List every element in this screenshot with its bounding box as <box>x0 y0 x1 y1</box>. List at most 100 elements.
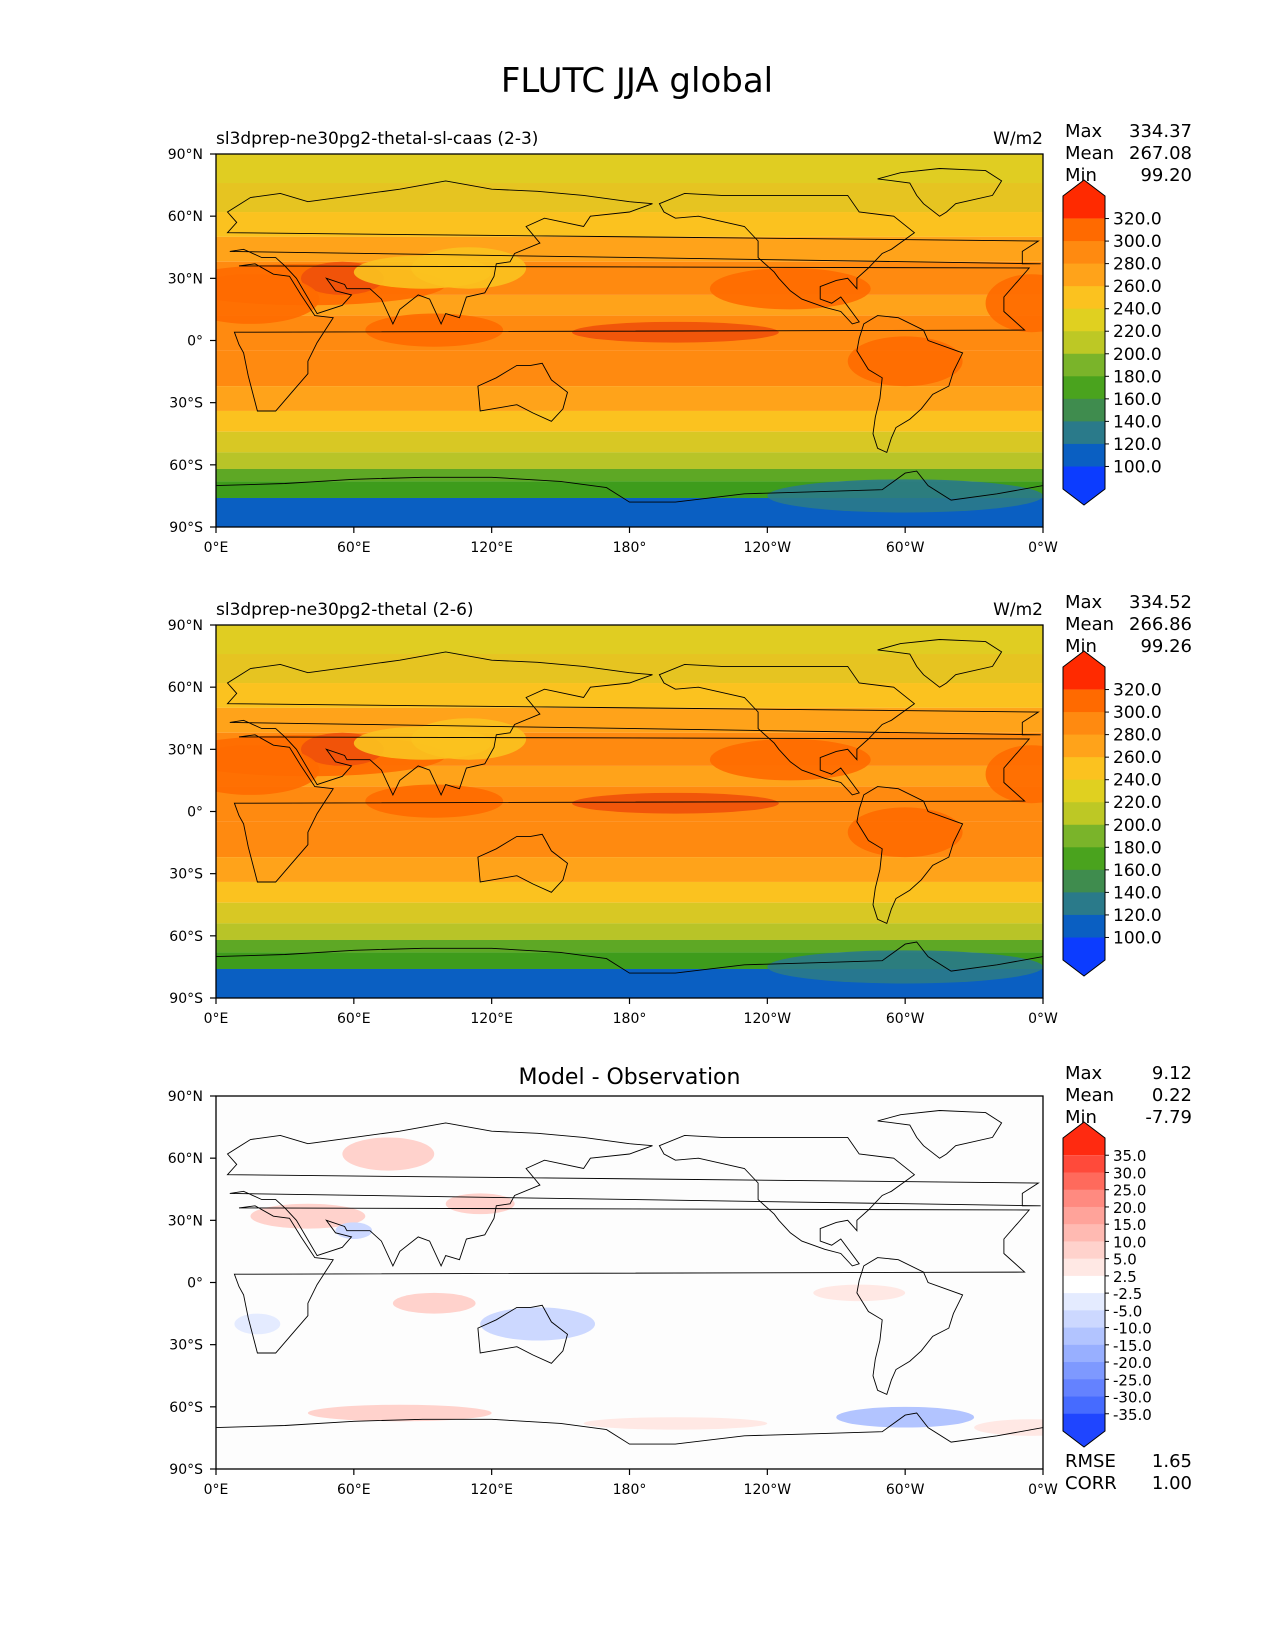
stat-label-mean: Mean <box>1065 1085 1114 1106</box>
colorbar-swatch <box>1063 1172 1105 1191</box>
colorbar-outline <box>1062 179 1106 506</box>
stat-value-rmse: 1.65 <box>1152 1451 1192 1472</box>
coastline <box>658 192 916 325</box>
colorbar: 35.030.025.020.015.010.05.02.5-2.5-5.0-1… <box>1062 1121 1152 1448</box>
colorbar-label: 200.0 <box>1113 345 1162 365</box>
lon-tick-label: 0°E <box>204 540 229 556</box>
colorbar-label: -2.5 <box>1113 1285 1142 1303</box>
lon-tick-label: 0°W <box>1028 1011 1058 1027</box>
colorbar-label: 280.0 <box>1113 255 1162 275</box>
colorbar-label: -25.0 <box>1113 1371 1152 1389</box>
panel-units: W/m2 <box>993 129 1043 149</box>
field-blob <box>411 247 527 289</box>
panel-title: sl3dprep-ne30pg2-thetal-sl-caas (2-3) <box>216 129 538 149</box>
colorbar-label: -30.0 <box>1113 1389 1152 1407</box>
colorbar-label: 280.0 <box>1113 726 1162 746</box>
field-band <box>216 902 1043 924</box>
colorbar-swatch <box>1063 1413 1105 1447</box>
map-panel: 90°N 60°N 30°N 0° 30°S 60°S 90°S0°E 60°E 120°E 18… <box>168 121 1192 556</box>
colorbar-label: 100.0 <box>1113 457 1162 477</box>
field-blob <box>985 745 1043 804</box>
field-blob <box>974 1419 1043 1436</box>
colorbar-label: 120.0 <box>1113 906 1162 926</box>
lat-tick-label: 60°N <box>168 1151 203 1167</box>
map-field <box>216 625 1043 998</box>
field-blob <box>767 479 1043 513</box>
field-blob <box>836 1406 975 1428</box>
colorbar-label: 240.0 <box>1113 771 1162 791</box>
lat-tick-label: 90°N <box>168 1089 203 1105</box>
field-blob <box>572 321 779 343</box>
colorbar-label: 160.0 <box>1113 861 1162 881</box>
field-band <box>216 410 1043 432</box>
colorbar-label: 260.0 <box>1113 748 1162 768</box>
stat-label-max: Max <box>1065 121 1103 142</box>
lat-tick-label: 30°S <box>169 867 203 883</box>
colorbar-swatch <box>1063 308 1105 332</box>
stat-value-max: 9.12 <box>1152 1063 1192 1084</box>
field-blob <box>709 267 871 310</box>
colorbar-label: 160.0 <box>1113 390 1162 410</box>
map-panel: 90°N 60°N 30°N 0° 30°S 60°S 90°S0°E 60°E 120°E 18… <box>168 592 1192 1027</box>
stat-value-min: 99.26 <box>1140 636 1192 657</box>
field-band <box>216 707 1043 733</box>
colorbar-swatch <box>1063 218 1105 242</box>
coastline <box>226 180 1041 325</box>
lon-tick-label: 60°E <box>337 1482 371 1498</box>
lat-tick-label: 60°N <box>168 209 203 225</box>
field-blob <box>709 738 871 781</box>
map-panel: 90°N 60°N 30°N 0° 30°S 60°S 90°S0°E 60°E 120°E 18… <box>168 1063 1192 1498</box>
colorbar-swatch <box>1063 869 1105 893</box>
stat-label-max: Max <box>1065 1063 1103 1084</box>
coastline <box>477 1304 569 1364</box>
lat-tick-label: 30°N <box>168 1213 203 1229</box>
panel-title: sl3dprep-ne30pg2-thetal (2-6) <box>216 600 474 620</box>
lat-tick-label: 60°S <box>169 929 203 945</box>
lat-tick-label: 30°N <box>168 742 203 758</box>
stat-value-mean: 266.86 <box>1129 614 1192 635</box>
colorbar-label: 10.0 <box>1113 1233 1146 1251</box>
colorbar-swatch <box>1063 847 1105 871</box>
field-blob <box>342 1137 435 1171</box>
colorbar-swatch <box>1063 353 1105 377</box>
stat-label-mean: Mean <box>1065 143 1114 164</box>
coastline <box>226 1122 1041 1267</box>
colorbar-swatch <box>1063 712 1105 736</box>
field-band <box>216 431 1043 453</box>
lon-tick-label: 180° <box>613 1011 647 1027</box>
lat-tick-label: 90°S <box>169 520 203 536</box>
colorbar-swatch <box>1063 180 1105 219</box>
lat-tick-label: 0° <box>187 805 203 821</box>
colorbar-label: 220.0 <box>1113 322 1162 342</box>
field-blob <box>813 1284 906 1302</box>
field-blob <box>392 1292 476 1314</box>
colorbar-swatch <box>1063 1258 1105 1277</box>
field-band <box>216 939 1043 953</box>
field-band <box>216 154 1043 184</box>
coastline <box>856 1257 964 1396</box>
colorbar-swatch <box>1063 1275 1105 1294</box>
colorbar-label: 260.0 <box>1113 277 1162 297</box>
field-blob <box>365 784 504 818</box>
coastline <box>877 639 1003 688</box>
colorbar-swatch <box>1063 937 1105 976</box>
field-blob <box>847 807 963 858</box>
colorbar-swatch <box>1063 802 1105 826</box>
colorbar-swatch <box>1063 779 1105 803</box>
lon-tick-label: 180° <box>613 540 647 556</box>
lon-tick-label: 60°E <box>337 540 371 556</box>
colorbar-label: 300.0 <box>1113 232 1162 252</box>
stat-label-min: Min <box>1065 165 1097 186</box>
colorbar-swatch <box>1063 286 1105 310</box>
stat-value-max: 334.37 <box>1129 121 1192 142</box>
lat-tick-label: 90°S <box>169 991 203 1007</box>
lon-tick-label: 60°W <box>886 1011 925 1027</box>
field-blob <box>572 792 779 814</box>
lat-tick-label: 90°S <box>169 1462 203 1478</box>
field-band <box>216 881 1043 903</box>
colorbar-label: 200.0 <box>1113 816 1162 836</box>
lat-tick-label: 60°N <box>168 680 203 696</box>
field-band <box>216 923 1043 940</box>
colorbar-swatch <box>1063 651 1105 690</box>
